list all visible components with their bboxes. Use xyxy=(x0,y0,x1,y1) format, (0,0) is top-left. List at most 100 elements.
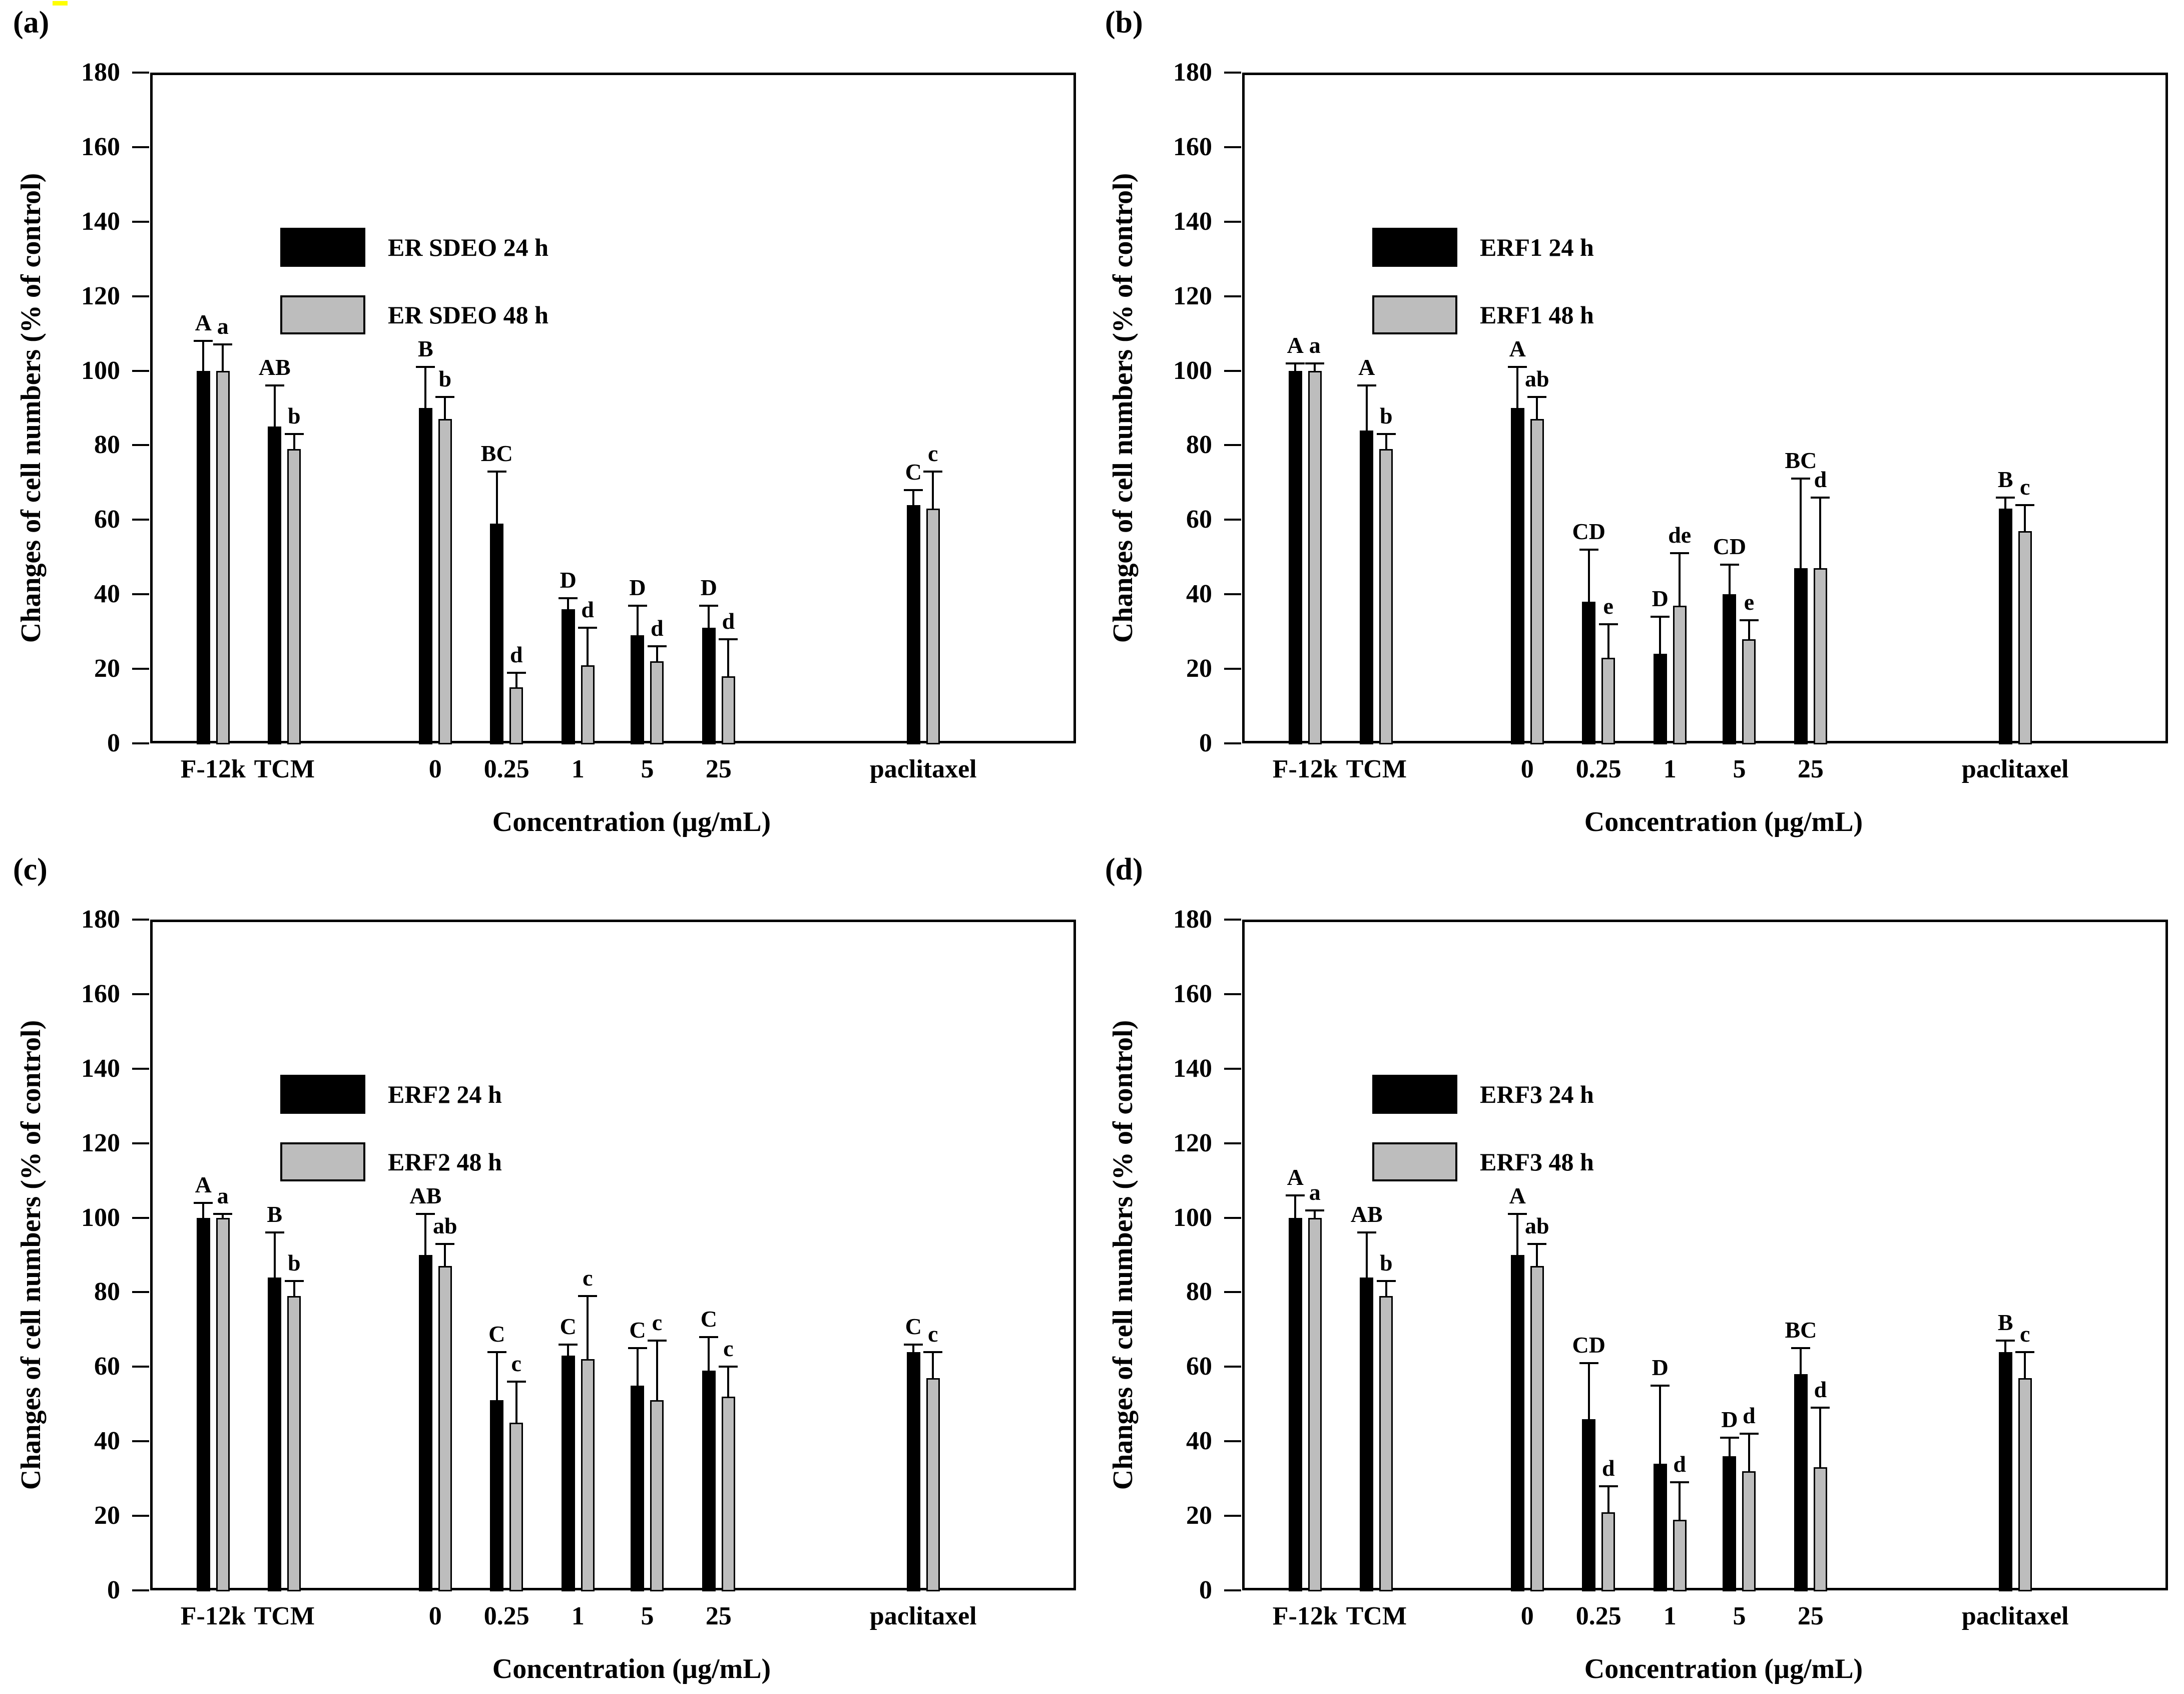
x-category-label: TCM xyxy=(1346,755,1407,783)
significance-letter: AB xyxy=(258,354,291,380)
significance-letter: A xyxy=(1287,1164,1304,1190)
panel-letter: (b) xyxy=(1105,6,1143,40)
x-category-label: 25 xyxy=(1797,1602,1824,1630)
bar-1-48h xyxy=(581,665,595,744)
y-axis-tick xyxy=(1224,1515,1241,1517)
y-tick-label: 180 xyxy=(1173,905,1212,934)
significance-letter: C xyxy=(700,1306,717,1332)
significance-letter: CD xyxy=(1572,1332,1605,1358)
x-category-label: F-12k xyxy=(1272,1602,1338,1630)
error-bar-line xyxy=(1587,1363,1590,1419)
y-tick-label: 60 xyxy=(1186,505,1212,534)
significance-letter: d xyxy=(722,608,735,634)
error-bar-cap xyxy=(1527,1242,1547,1245)
significance-letter: D xyxy=(1652,585,1669,611)
error-bar-line xyxy=(515,1382,517,1423)
y-axis-tick xyxy=(132,919,149,921)
bar-TCM-24h xyxy=(1360,1277,1374,1591)
bar-paclitaxel-24h xyxy=(906,505,920,744)
y-axis-tick xyxy=(132,1440,149,1443)
y-axis-tick xyxy=(132,1142,149,1144)
chart-panel-d: (d) 0 20 40 60 80 100 120 140 160 180 Changes of ce… xyxy=(1092,847,2184,1694)
significance-letter: d xyxy=(581,597,594,623)
significance-letter: c xyxy=(2020,1321,2030,1347)
legend-label-48h: ERF2 48 h xyxy=(388,1148,502,1176)
y-tick-label: 160 xyxy=(1173,132,1212,161)
significance-letter: b xyxy=(1379,1250,1393,1276)
bar-25-24h xyxy=(1794,1374,1808,1591)
significance-letter: C xyxy=(905,459,922,485)
bar-F-12k-48h xyxy=(216,370,230,744)
error-bar-cap xyxy=(435,395,455,398)
error-bar-cap xyxy=(904,1343,923,1346)
error-bar-cap xyxy=(904,489,923,491)
error-bar-cap xyxy=(1791,478,1811,480)
error-bar-line xyxy=(1385,434,1387,449)
error-bar-cap xyxy=(213,343,233,346)
significance-letter: A xyxy=(1509,1183,1526,1209)
significance-letter: a xyxy=(1309,332,1321,358)
bar-0-24h xyxy=(418,1255,432,1591)
legend-label-24h: ER SDEO 24 h xyxy=(388,233,549,261)
significance-letter: c xyxy=(652,1310,663,1336)
error-bar-cap xyxy=(719,638,738,640)
bar-25-24h xyxy=(1794,568,1808,744)
y-axis-tick xyxy=(1224,1440,1241,1443)
bar-0-48h xyxy=(1530,1266,1544,1591)
significance-letter: d xyxy=(651,615,664,641)
bar-0-24h xyxy=(1510,408,1524,744)
y-axis-tick xyxy=(132,742,149,744)
bar-0.25-48h xyxy=(509,687,523,744)
error-bar-cap xyxy=(1670,552,1690,555)
y-tick-label: 80 xyxy=(1186,431,1212,460)
y-axis-tick xyxy=(1224,1067,1241,1070)
bar-F-12k-24h xyxy=(1288,370,1302,744)
significance-letter: b xyxy=(287,1250,301,1276)
legend-label-48h: ER SDEO 48 h xyxy=(388,301,549,329)
error-bar-line xyxy=(932,1352,934,1378)
x-category-label: 25 xyxy=(705,1602,732,1630)
error-bar-cap xyxy=(1811,1407,1830,1409)
error-bar-cap xyxy=(719,1366,738,1368)
error-bar-line xyxy=(1607,624,1609,658)
significance-letter: d xyxy=(1743,1403,1756,1429)
error-bar-line xyxy=(1659,1385,1662,1464)
error-bar-line xyxy=(912,490,915,505)
bar-1-48h xyxy=(1673,605,1687,744)
significance-letter: A xyxy=(195,310,212,335)
bar-0.25-24h xyxy=(1582,602,1596,744)
error-bar-line xyxy=(1314,1210,1316,1218)
y-tick-label: 100 xyxy=(81,1203,120,1232)
error-bar-line xyxy=(1536,1243,1538,1266)
bar-0.25-24h xyxy=(490,523,504,744)
error-bar-line xyxy=(1294,363,1297,371)
error-bar-line xyxy=(273,385,276,427)
error-bar-cap xyxy=(699,604,719,607)
x-axis-title: Concentration (µg/mL) xyxy=(492,806,771,837)
y-tick-label: 0 xyxy=(1199,729,1212,757)
error-bar-cap xyxy=(265,384,284,387)
bar-5-24h xyxy=(1723,594,1737,744)
y-axis-tick xyxy=(1224,369,1241,372)
bar-F-12k-24h xyxy=(1288,1217,1302,1591)
error-bar-line xyxy=(587,628,589,665)
error-bar-cap xyxy=(1376,433,1396,436)
x-category-label: 0 xyxy=(1520,755,1534,783)
significance-letter: d xyxy=(1673,1451,1686,1477)
significance-letter: C xyxy=(560,1313,577,1339)
error-bar-cap xyxy=(923,1351,943,1353)
error-bar-cap xyxy=(416,1213,435,1215)
error-bar-line xyxy=(567,598,570,609)
error-bar-line xyxy=(656,1341,658,1401)
plot-area xyxy=(1242,73,2168,743)
y-tick-label: 120 xyxy=(1173,1128,1212,1157)
significance-letter: ab xyxy=(433,1212,457,1238)
bar-1-24h xyxy=(561,609,575,744)
error-bar-line xyxy=(495,1352,498,1401)
error-bar-cap xyxy=(647,645,667,648)
y-axis-tick xyxy=(1224,1366,1241,1368)
y-axis-title: Changes of cell numbers (% of control) xyxy=(16,173,47,643)
y-tick-label: 20 xyxy=(1186,654,1212,683)
y-tick-label: 160 xyxy=(81,132,120,161)
